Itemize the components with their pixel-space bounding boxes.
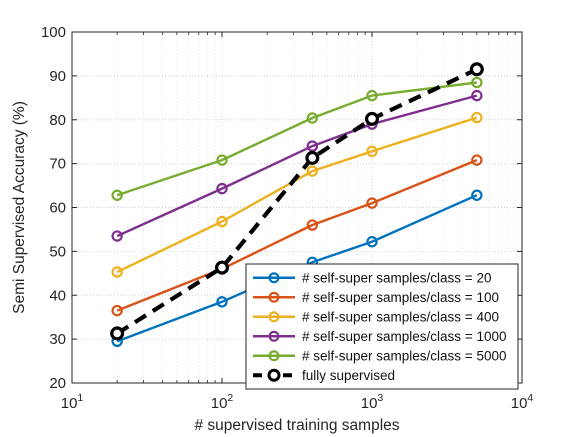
data-point xyxy=(306,165,319,177)
legend-item: # self-super samples/class = 20 xyxy=(253,271,491,286)
legend-swatch-marker xyxy=(268,291,280,303)
legend-swatch-marker xyxy=(268,311,280,323)
legend-item: fully supervised xyxy=(253,368,395,383)
data-point xyxy=(216,296,228,308)
x-tick-label: 103 xyxy=(361,392,384,412)
legend-label: # self-super samples/class = 100 xyxy=(302,290,499,305)
data-point xyxy=(111,189,123,201)
data-point xyxy=(366,89,378,102)
legend-box xyxy=(245,263,519,390)
y-tick-label: 20 xyxy=(49,375,66,392)
series-line xyxy=(116,116,478,274)
legend-label: # self-super samples/class = 1000 xyxy=(302,329,506,344)
series-line xyxy=(116,81,477,197)
legend-swatch-marker xyxy=(268,330,280,342)
data-point xyxy=(216,215,228,228)
y-axis-label: Semi Supervised Accuracy (%) xyxy=(11,101,28,314)
data-point xyxy=(111,304,123,317)
series-5 xyxy=(111,76,483,201)
legend-label: # self-super samples/class = 20 xyxy=(302,271,491,286)
y-tick-label: 50 xyxy=(49,243,66,260)
data-point xyxy=(306,140,319,152)
data-point xyxy=(471,189,483,201)
series-3 xyxy=(111,111,483,278)
series-line xyxy=(116,158,478,312)
data-point xyxy=(215,260,230,275)
legend-item: # self-super samples/class = 5000 xyxy=(253,349,506,364)
data-point xyxy=(306,112,319,124)
legend-item: # self-super samples/class = 1000 xyxy=(253,329,506,344)
y-tick-label: 60 xyxy=(49,200,66,217)
data-point xyxy=(216,182,228,195)
data-point xyxy=(471,76,483,89)
series-group xyxy=(110,62,484,348)
data-point xyxy=(216,154,228,166)
data-point xyxy=(469,62,484,77)
legend-label: # self-super samples/class = 5000 xyxy=(302,349,506,364)
data-point xyxy=(111,266,123,278)
data-point xyxy=(366,145,378,158)
data-point xyxy=(366,197,378,209)
series-line xyxy=(116,194,478,343)
data-point xyxy=(366,236,378,248)
axis-ticks: 20 30 40 50 60 70 80 90 100 101 102 103 104 xyxy=(41,24,533,412)
data-point xyxy=(365,111,380,126)
series-line xyxy=(116,94,478,238)
legend-item: # self-super samples/class = 400 xyxy=(253,310,499,325)
y-tick-label: 90 xyxy=(49,68,66,85)
legend-swatch-marker xyxy=(268,272,280,284)
x-tick-label: 101 xyxy=(61,392,84,412)
series-6 xyxy=(110,62,484,341)
data-point xyxy=(471,89,483,102)
x-tick-label: 102 xyxy=(211,392,234,412)
y-tick-label: 40 xyxy=(49,287,66,304)
y-tick-label: 80 xyxy=(49,112,66,129)
data-point xyxy=(111,230,123,242)
y-tick-label: 70 xyxy=(49,156,66,173)
legend-item: # self-super samples/class = 100 xyxy=(253,290,499,305)
legend: # self-super samples/class = 20 # self-su… xyxy=(245,263,519,390)
data-point xyxy=(471,154,483,166)
x-tick-label: 104 xyxy=(511,392,534,412)
legend-swatch-marker xyxy=(268,350,280,362)
data-point xyxy=(471,111,483,124)
legend-label: # self-super samples/class = 400 xyxy=(302,310,499,325)
y-tick-label: 100 xyxy=(41,24,66,41)
legend-swatch-marker xyxy=(267,368,281,382)
legend-label: fully supervised xyxy=(302,368,395,383)
data-point xyxy=(305,150,320,165)
y-tick-label: 30 xyxy=(49,331,66,348)
data-point xyxy=(306,219,319,231)
x-axis-label: # supervised training samples xyxy=(194,417,399,434)
data-point xyxy=(110,326,125,341)
